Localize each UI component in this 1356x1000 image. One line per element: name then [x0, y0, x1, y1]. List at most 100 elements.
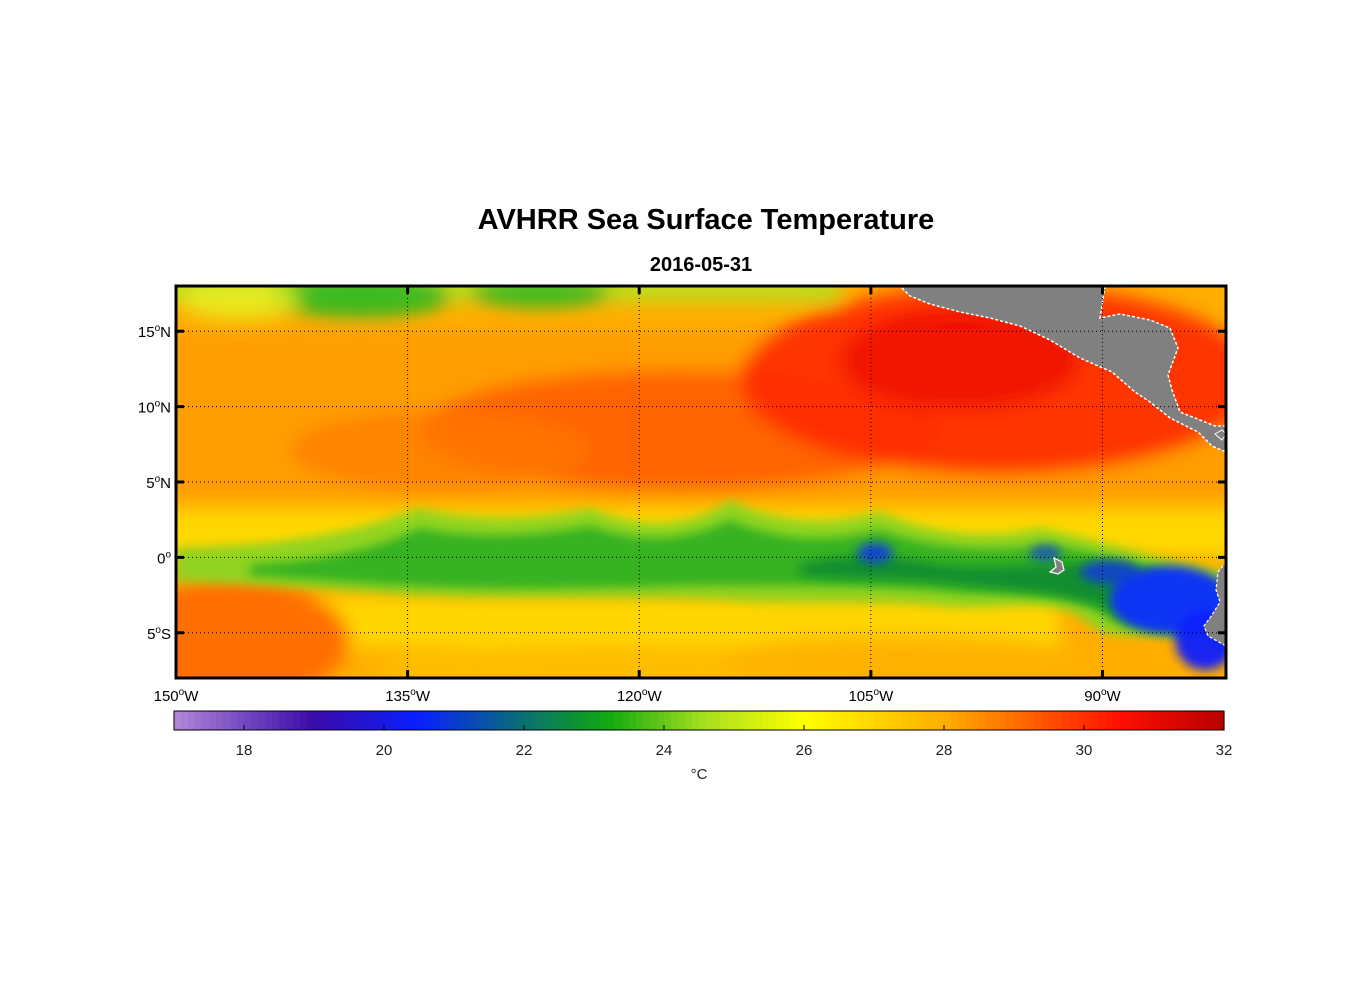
- colorbar-cell: [1203, 711, 1211, 730]
- colorbar-cell: [531, 711, 539, 730]
- x-tick-label: 150oW: [154, 687, 200, 705]
- colorbar-cell: [251, 711, 259, 730]
- colorbar-cell: [601, 711, 609, 730]
- colorbar-cell: [580, 711, 588, 730]
- colorbar-cell: [1126, 711, 1134, 730]
- colorbar-cell: [475, 711, 483, 730]
- colorbar: 18 20 22 24 26 28 30 32 °C: [173, 710, 1233, 783]
- colorbar-cell: [1112, 711, 1120, 730]
- colorbar-cell: [748, 711, 756, 730]
- colorbar-unit-label: °C: [691, 766, 708, 783]
- colorbar-cell: [692, 711, 700, 730]
- colorbar-cell: [265, 711, 273, 730]
- colorbar-cell: [1007, 711, 1015, 730]
- longitude-labels: 150oW 135oW 120oW 105oW 90oW: [154, 687, 1122, 705]
- colorbar-cell: [685, 711, 693, 730]
- colorbar-cell: [342, 711, 350, 730]
- colorbar-cell: [909, 711, 917, 730]
- colorbar-cell: [1217, 711, 1225, 730]
- colorbar-cell: [678, 711, 686, 730]
- colorbar-tick-label: 22: [516, 742, 533, 759]
- colorbar-cell: [335, 711, 343, 730]
- colorbar-cell: [1091, 711, 1099, 730]
- colorbar-cell: [461, 711, 469, 730]
- x-tick-label: 135oW: [385, 687, 431, 705]
- colorbar-cell: [1021, 711, 1029, 730]
- colorbar-cell: [853, 711, 861, 730]
- y-tick-label: 5oN: [146, 474, 171, 492]
- colorbar-cell: [244, 711, 252, 730]
- colorbar-cell: [489, 711, 497, 730]
- colorbar-cell: [174, 711, 182, 730]
- colorbar-cell: [552, 711, 560, 730]
- colorbar-cell: [216, 711, 224, 730]
- colorbar-cell: [328, 711, 336, 730]
- colorbar-cell: [1154, 711, 1162, 730]
- colorbar-cell: [223, 711, 231, 730]
- colorbar-cell: [741, 711, 749, 730]
- colorbar-cell: [734, 711, 742, 730]
- colorbar-cell: [510, 711, 518, 730]
- colorbar-cell: [1105, 711, 1113, 730]
- colorbar-cell: [671, 711, 679, 730]
- colorbar-tick-label: 30: [1076, 742, 1093, 759]
- x-tick-label: 120oW: [617, 687, 663, 705]
- colorbar-tick-label: 32: [1216, 742, 1233, 759]
- colorbar-cell: [496, 711, 504, 730]
- axis-ticks: [174, 286, 1226, 678]
- colorbar-cell: [1077, 711, 1085, 730]
- colorbar-cell: [944, 711, 952, 730]
- south-america-land: [1203, 561, 1226, 647]
- colorbar-cell: [965, 711, 973, 730]
- colorbar-cell: [1084, 711, 1092, 730]
- colorbar-cell: [209, 711, 217, 730]
- colorbar-cell: [1028, 711, 1036, 730]
- colorbar-cell: [755, 711, 763, 730]
- galapagos-islands: [1048, 556, 1065, 575]
- colorbar-cell: [860, 711, 868, 730]
- colorbar-tick-label: 28: [936, 742, 953, 759]
- colorbar-cell: [559, 711, 567, 730]
- colorbar-cell: [699, 711, 707, 730]
- colorbar-cell: [657, 711, 665, 730]
- colorbar-cell: [762, 711, 770, 730]
- colorbar-cell: [230, 711, 238, 730]
- colorbar-cell: [300, 711, 308, 730]
- colorbar-cell: [867, 711, 875, 730]
- colorbar-cell: [440, 711, 448, 730]
- colorbar-cell: [272, 711, 280, 730]
- colorbar-cell: [650, 711, 658, 730]
- colorbar-cell: [1098, 711, 1106, 730]
- colorbar-cell: [391, 711, 399, 730]
- central-america-land: [898, 286, 1226, 453]
- colorbar-cell: [1042, 711, 1050, 730]
- x-tick-label: 90oW: [1084, 687, 1121, 705]
- colorbar-cell: [923, 711, 931, 730]
- colorbar-cell: [902, 711, 910, 730]
- y-tick-label: 5oS: [147, 625, 171, 643]
- colorbar-tick-label: 24: [656, 742, 673, 759]
- colorbar-cell: [797, 711, 805, 730]
- colorbar-cell: [720, 711, 728, 730]
- colorbar-cell: [993, 711, 1001, 730]
- colorbar-cell: [972, 711, 980, 730]
- colorbar-cell: [713, 711, 721, 730]
- colorbar-tick-label: 18: [236, 742, 253, 759]
- colorbar-cell: [832, 711, 840, 730]
- colorbar-cell: [839, 711, 847, 730]
- colorbar-cell: [804, 711, 812, 730]
- colorbar-cell: [874, 711, 882, 730]
- colorbar-cell: [181, 711, 189, 730]
- colorbar-cell: [573, 711, 581, 730]
- y-tick-label: 0o: [157, 549, 171, 567]
- colorbar-cell: [1063, 711, 1071, 730]
- colorbar-cell: [930, 711, 938, 730]
- colorbar-cell: [1000, 711, 1008, 730]
- colorbar-ticks: 18 20 22 24 26 28 30 32: [236, 725, 1233, 759]
- colorbar-cell: [1140, 711, 1148, 730]
- colorbar-cell: [1168, 711, 1176, 730]
- colorbar-cell: [1175, 711, 1183, 730]
- colorbar-cell: [881, 711, 889, 730]
- colorbar-cell: [398, 711, 406, 730]
- colorbar-cell: [447, 711, 455, 730]
